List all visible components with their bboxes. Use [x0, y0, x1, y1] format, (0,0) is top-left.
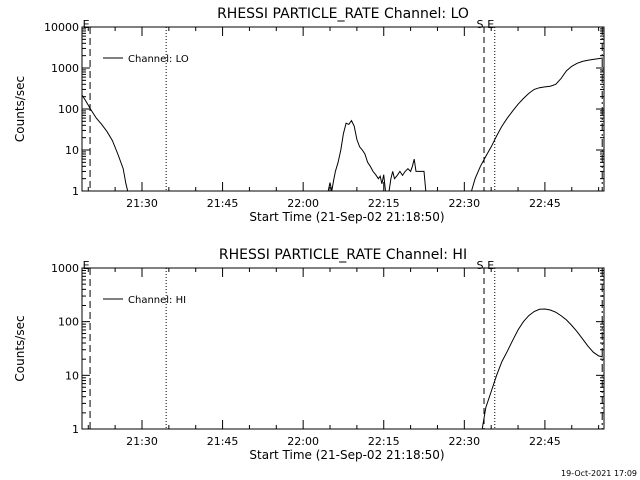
y-tick-label: 100 [58, 316, 79, 329]
timestamp-stamp: 19-Oct-2021 17:09 [561, 469, 637, 478]
chart-title: RHESSI PARTICLE_RATE Channel: LO [217, 6, 469, 22]
x-tick-label: 22:15 [368, 197, 400, 210]
event-marker-label: E [83, 18, 90, 31]
chart-panel-2: RHESSI PARTICLE_RATE Channel: HI 1 10 100 10… [13, 247, 605, 462]
series-line [481, 308, 604, 430]
legend-label: Channel: HI [128, 295, 186, 306]
x-tick-label: 22:15 [368, 435, 400, 448]
x-axis-label: Start Time (21-Sep-02 21:18:50) [249, 210, 444, 224]
x-tick-label: 22:45 [529, 197, 561, 210]
x-tick-label: 21:30 [126, 197, 158, 210]
chart-title: RHESSI PARTICLE_RATE Channel: HI [219, 247, 467, 263]
x-tick-label: 22:30 [448, 435, 480, 448]
plot-frame [81, 267, 605, 430]
x-tick-label: 22:30 [448, 197, 480, 210]
y-axis-label: Counts/sec [13, 76, 27, 142]
event-marker-label: S [477, 18, 484, 31]
plot-frame [81, 26, 605, 192]
x-tick-label: 22:45 [529, 435, 561, 448]
x-tick-label: 21:45 [207, 435, 239, 448]
y-tick-label: 10 [65, 369, 79, 382]
y-tick-label: 1 [72, 185, 79, 198]
y-axis-label: Counts/sec [13, 315, 27, 381]
y-tick-label: 10000 [44, 21, 79, 34]
series-line [81, 57, 604, 192]
event-marker-label: E [83, 259, 90, 272]
legend-label: Channel: LO [128, 54, 189, 65]
event-marker-label: E [487, 259, 494, 272]
event-marker-label: S [477, 259, 484, 272]
x-tick-label: 21:30 [126, 435, 158, 448]
x-axis-label: Start Time (21-Sep-02 21:18:50) [249, 448, 444, 462]
y-tick-label: 1 [72, 423, 79, 436]
y-tick-label: 1000 [51, 62, 79, 75]
x-tick-label: 21:45 [207, 197, 239, 210]
y-tick-label: 10 [65, 144, 79, 157]
x-tick-label: 22:00 [287, 197, 319, 210]
chart-panel-1: RHESSI PARTICLE_RATE Channel: LO 1 10 100 10… [13, 6, 605, 224]
event-marker-label: E [487, 18, 494, 31]
y-tick-label: 100 [58, 103, 79, 116]
y-tick-label: 1000 [51, 262, 79, 275]
x-tick-label: 22:00 [287, 435, 319, 448]
